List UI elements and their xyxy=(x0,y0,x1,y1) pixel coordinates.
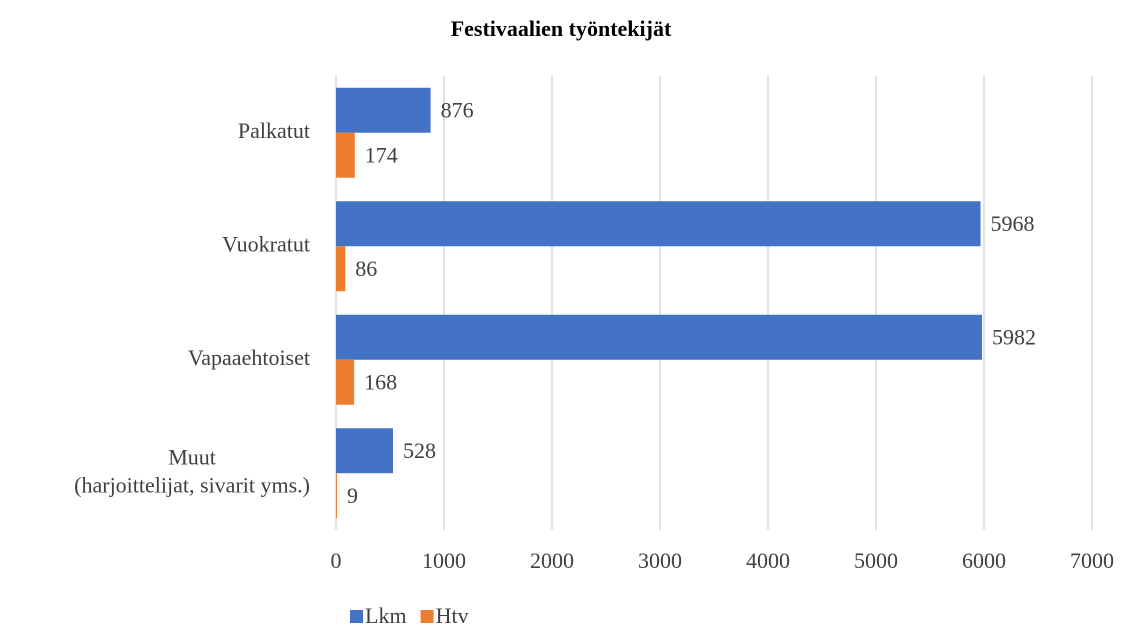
data-label: 168 xyxy=(364,369,397,394)
chart-title: Festivaalien työntekijät xyxy=(451,16,672,41)
bar xyxy=(336,132,355,178)
legend-swatch xyxy=(350,610,363,623)
y-tick-label: Vapaaehtoiset xyxy=(188,345,310,370)
data-label: 86 xyxy=(355,256,377,281)
data-label: 528 xyxy=(403,438,436,463)
data-label: 5968 xyxy=(991,211,1035,236)
x-tick-label: 5000 xyxy=(854,548,898,573)
x-tick-label: 3000 xyxy=(638,548,682,573)
bar xyxy=(336,246,346,292)
legend-label: Htv xyxy=(436,603,469,628)
bar xyxy=(336,359,355,405)
y-tick-label: Muut (harjoittelijat, sivarit yms.) xyxy=(74,444,310,497)
x-tick-label: 0 xyxy=(331,548,342,573)
data-label: 174 xyxy=(365,142,398,167)
bar xyxy=(336,201,981,247)
data-label: 876 xyxy=(441,97,474,122)
bar xyxy=(336,473,337,519)
x-tick-label: 4000 xyxy=(746,548,790,573)
bar xyxy=(336,87,431,133)
x-tick-label: 2000 xyxy=(530,548,574,573)
bar xyxy=(336,314,983,360)
x-tick-label: 1000 xyxy=(422,548,466,573)
legend-swatch xyxy=(420,610,434,623)
x-tick-label: 6000 xyxy=(962,548,1006,573)
data-label: 5982 xyxy=(992,324,1036,349)
x-tick-label: 7000 xyxy=(1070,548,1114,573)
legend-label: Lkm xyxy=(365,603,407,628)
bar xyxy=(336,428,394,474)
data-label: 9 xyxy=(347,483,358,508)
y-tick-label: Palkatut xyxy=(238,118,310,143)
y-tick-label: Vuokratut xyxy=(222,231,310,256)
